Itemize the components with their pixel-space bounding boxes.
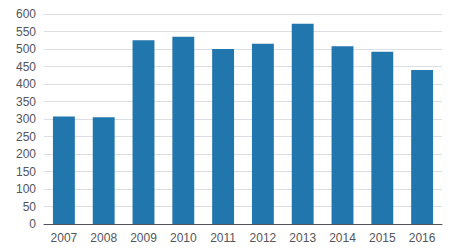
svg-text:500: 500 xyxy=(16,42,36,56)
svg-text:550: 550 xyxy=(16,25,36,39)
svg-text:0: 0 xyxy=(29,217,36,231)
svg-text:2016: 2016 xyxy=(409,231,436,245)
svg-text:600: 600 xyxy=(16,7,36,21)
svg-text:350: 350 xyxy=(16,95,36,109)
svg-text:300: 300 xyxy=(16,112,36,126)
svg-text:2011: 2011 xyxy=(210,231,236,245)
svg-text:2008: 2008 xyxy=(90,231,117,245)
svg-text:50: 50 xyxy=(23,200,37,214)
svg-text:2013: 2013 xyxy=(289,231,316,245)
svg-text:2010: 2010 xyxy=(170,231,197,245)
svg-text:100: 100 xyxy=(16,182,36,196)
svg-text:200: 200 xyxy=(16,147,36,161)
svg-text:150: 150 xyxy=(16,165,36,179)
svg-text:2014: 2014 xyxy=(329,231,356,245)
svg-text:400: 400 xyxy=(16,77,36,91)
svg-text:2012: 2012 xyxy=(250,231,277,245)
svg-text:2007: 2007 xyxy=(51,231,78,245)
svg-text:2009: 2009 xyxy=(130,231,157,245)
svg-text:2015: 2015 xyxy=(369,231,396,245)
svg-text:450: 450 xyxy=(16,60,36,74)
svg-text:250: 250 xyxy=(16,130,36,144)
